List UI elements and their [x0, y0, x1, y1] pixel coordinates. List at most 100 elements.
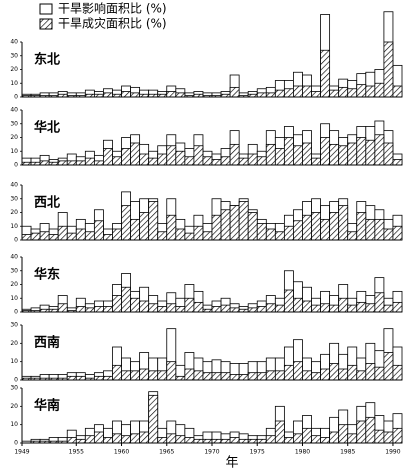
- bar: [175, 306, 186, 313]
- bar: [57, 225, 68, 241]
- bar: [392, 85, 403, 98]
- bar: [392, 301, 403, 313]
- bar: [320, 49, 331, 98]
- bar: [112, 156, 122, 166]
- bar: [374, 429, 385, 444]
- bar: [293, 145, 303, 166]
- bar: [347, 142, 358, 166]
- bar: [374, 292, 385, 313]
- bar: [193, 301, 204, 313]
- panel-title: 华北: [34, 120, 60, 136]
- y-tick-label: 20: [10, 66, 18, 73]
- bar: [256, 156, 267, 166]
- bar: [283, 225, 294, 241]
- bar: [247, 438, 258, 444]
- y-tick-label: 10: [10, 223, 18, 230]
- bar: [157, 437, 168, 444]
- y-tick-label: 30: [10, 322, 18, 329]
- bar: [356, 137, 367, 166]
- y-tick-label: 10: [10, 80, 18, 87]
- bar: [338, 368, 349, 381]
- legend-swatch: [39, 3, 53, 15]
- bar: [130, 297, 141, 313]
- bar: [293, 361, 303, 381]
- bar: [103, 92, 113, 98]
- bar: [256, 372, 267, 381]
- bar: [229, 374, 240, 381]
- bar: [274, 420, 285, 444]
- x-tick-label: 1955: [69, 449, 84, 456]
- bar: [211, 159, 222, 166]
- bar: [202, 231, 213, 241]
- bar: [329, 304, 340, 313]
- x-tick-label: 1975: [250, 449, 265, 456]
- bar: [347, 304, 358, 313]
- y-tick-label: 0: [14, 237, 18, 244]
- bar: [66, 232, 77, 241]
- bar: [320, 218, 331, 241]
- bar: [166, 145, 177, 166]
- bar: [220, 156, 231, 166]
- bar: [48, 234, 59, 241]
- bar: [229, 86, 240, 98]
- bar: [93, 160, 104, 166]
- bar: [220, 372, 231, 381]
- bar: [229, 143, 240, 166]
- bar: [184, 437, 195, 444]
- x-tick-label: 1985: [340, 449, 355, 456]
- bar: [93, 220, 104, 241]
- bar: [157, 370, 168, 381]
- bar: [302, 370, 312, 381]
- bar: [356, 370, 367, 381]
- bar: [329, 89, 340, 98]
- y-tick-label: 0: [14, 162, 18, 169]
- bar: [139, 300, 150, 313]
- bar: [184, 368, 195, 381]
- bar: [392, 225, 403, 241]
- bar: [75, 375, 86, 381]
- bar: [302, 142, 312, 166]
- bar: [184, 232, 195, 241]
- bar: [84, 157, 95, 166]
- panel-title: 西北: [34, 196, 60, 211]
- bar: [130, 92, 141, 98]
- bar: [265, 435, 276, 444]
- bar: [302, 427, 312, 444]
- bar: [347, 433, 358, 444]
- bar: [193, 225, 204, 241]
- bar: [139, 368, 150, 381]
- bar: [66, 437, 77, 444]
- bar: [202, 156, 213, 166]
- bar: [311, 304, 321, 313]
- bar: [175, 150, 186, 166]
- bar: [320, 437, 331, 444]
- bar: [238, 201, 249, 241]
- bar: [365, 303, 376, 313]
- bar: [383, 142, 394, 166]
- y-tick-label: 10: [10, 421, 18, 428]
- bar: [347, 231, 358, 241]
- bar: [374, 366, 385, 381]
- bar: [274, 304, 285, 313]
- bar: [365, 363, 376, 381]
- bar: [84, 231, 95, 241]
- bar: [392, 159, 403, 166]
- bar: [283, 289, 294, 313]
- bar: [84, 307, 95, 313]
- bar: [265, 370, 276, 381]
- bar: [139, 212, 150, 241]
- bar: [66, 375, 77, 381]
- bar: [75, 228, 86, 241]
- bar: [202, 438, 213, 444]
- bar: [229, 307, 240, 313]
- bar: [302, 85, 312, 98]
- bar: [293, 297, 303, 313]
- bar: [347, 88, 358, 98]
- bar: [66, 160, 77, 166]
- y-tick-label: 20: [10, 403, 18, 410]
- bar: [211, 438, 222, 444]
- bar: [247, 307, 258, 313]
- bar: [112, 433, 122, 444]
- bar: [130, 370, 141, 381]
